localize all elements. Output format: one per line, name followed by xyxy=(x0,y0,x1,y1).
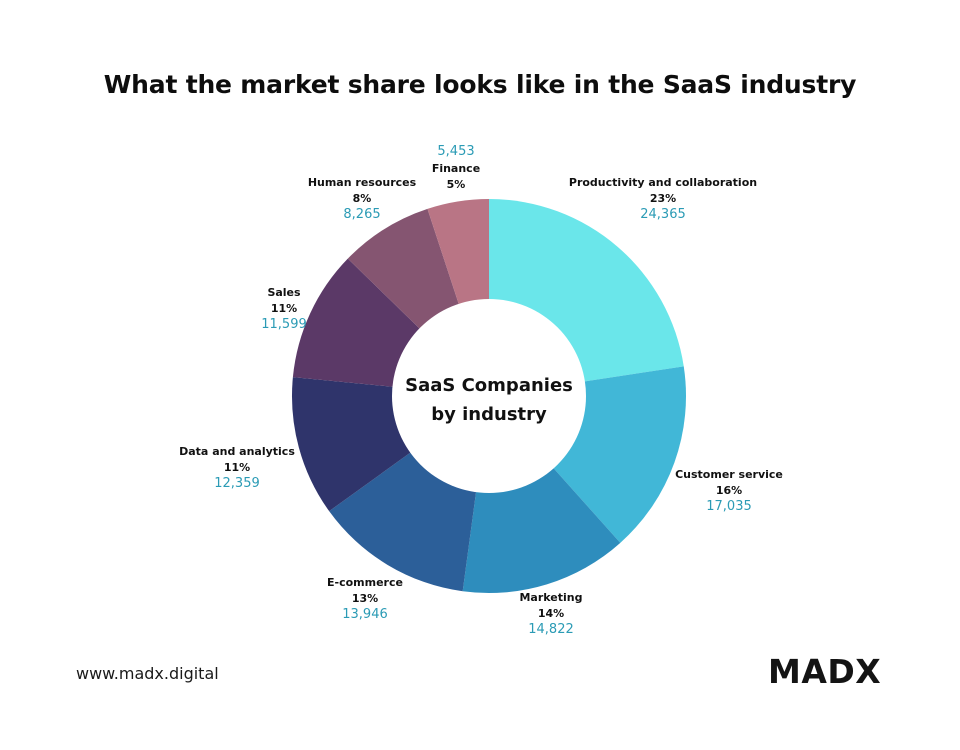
slice-name-label: Human resources xyxy=(308,176,417,189)
slice-labels: Productivity and collaboration 23% 24,365 C… xyxy=(179,144,783,637)
slice-name-label: Finance xyxy=(432,162,480,175)
slice-label: Sales 11% 11,599 xyxy=(261,286,307,332)
slice-value-label: 24,365 xyxy=(640,207,686,222)
slice-label: Data and analytics 11% 12,359 xyxy=(179,445,295,491)
slice-percent-label: 14% xyxy=(538,607,564,620)
slice-percent-label: 13% xyxy=(352,592,378,605)
slice-percent-label: 16% xyxy=(716,484,742,497)
footer-url[interactable]: www.madx.digital xyxy=(76,664,219,683)
slice-name-label: Customer service xyxy=(675,468,783,481)
slice-label: Human resources 8% 8,265 xyxy=(308,176,417,222)
slice-label: E-commerce 13% 13,946 xyxy=(327,576,403,622)
slice-value-label: 14,822 xyxy=(528,622,574,637)
chart-title: What the market share looks like in the … xyxy=(103,70,857,99)
slice-name-label: Productivity and collaboration xyxy=(569,176,757,189)
slice-name-label: E-commerce xyxy=(327,576,403,589)
slice-value-label: 11,599 xyxy=(261,317,307,332)
slice-value-label: 5,453 xyxy=(437,144,474,159)
slice-percent-label: 11% xyxy=(224,461,250,474)
slice-name-label: Data and analytics xyxy=(179,445,295,458)
slice-label: Marketing 14% 14,822 xyxy=(519,591,582,637)
center-label-line-2: by industry xyxy=(431,404,547,425)
slice-value-label: 8,265 xyxy=(343,207,380,222)
slice-percent-label: 8% xyxy=(353,192,372,205)
slice-name-label: Marketing xyxy=(519,591,582,604)
slice-percent-label: 5% xyxy=(447,178,466,191)
donut-slices xyxy=(291,199,686,593)
slice-percent-label: 11% xyxy=(271,302,297,315)
slice-percent-label: 23% xyxy=(650,192,676,205)
center-label-line-1: SaaS Companies xyxy=(405,375,573,396)
slice-name-label: Sales xyxy=(267,286,301,299)
slice-label: Productivity and collaboration 23% 24,365 xyxy=(569,176,757,222)
slice-label: Customer service 16% 17,035 xyxy=(675,468,783,514)
slice-value-label: 13,946 xyxy=(342,607,388,622)
slice-value-label: 17,035 xyxy=(706,499,752,514)
slice-value-label: 12,359 xyxy=(214,476,260,491)
madx-logo: MADX xyxy=(768,652,882,691)
slice-label: 5,453 Finance 5% xyxy=(432,144,480,191)
donut-hole xyxy=(392,299,586,493)
